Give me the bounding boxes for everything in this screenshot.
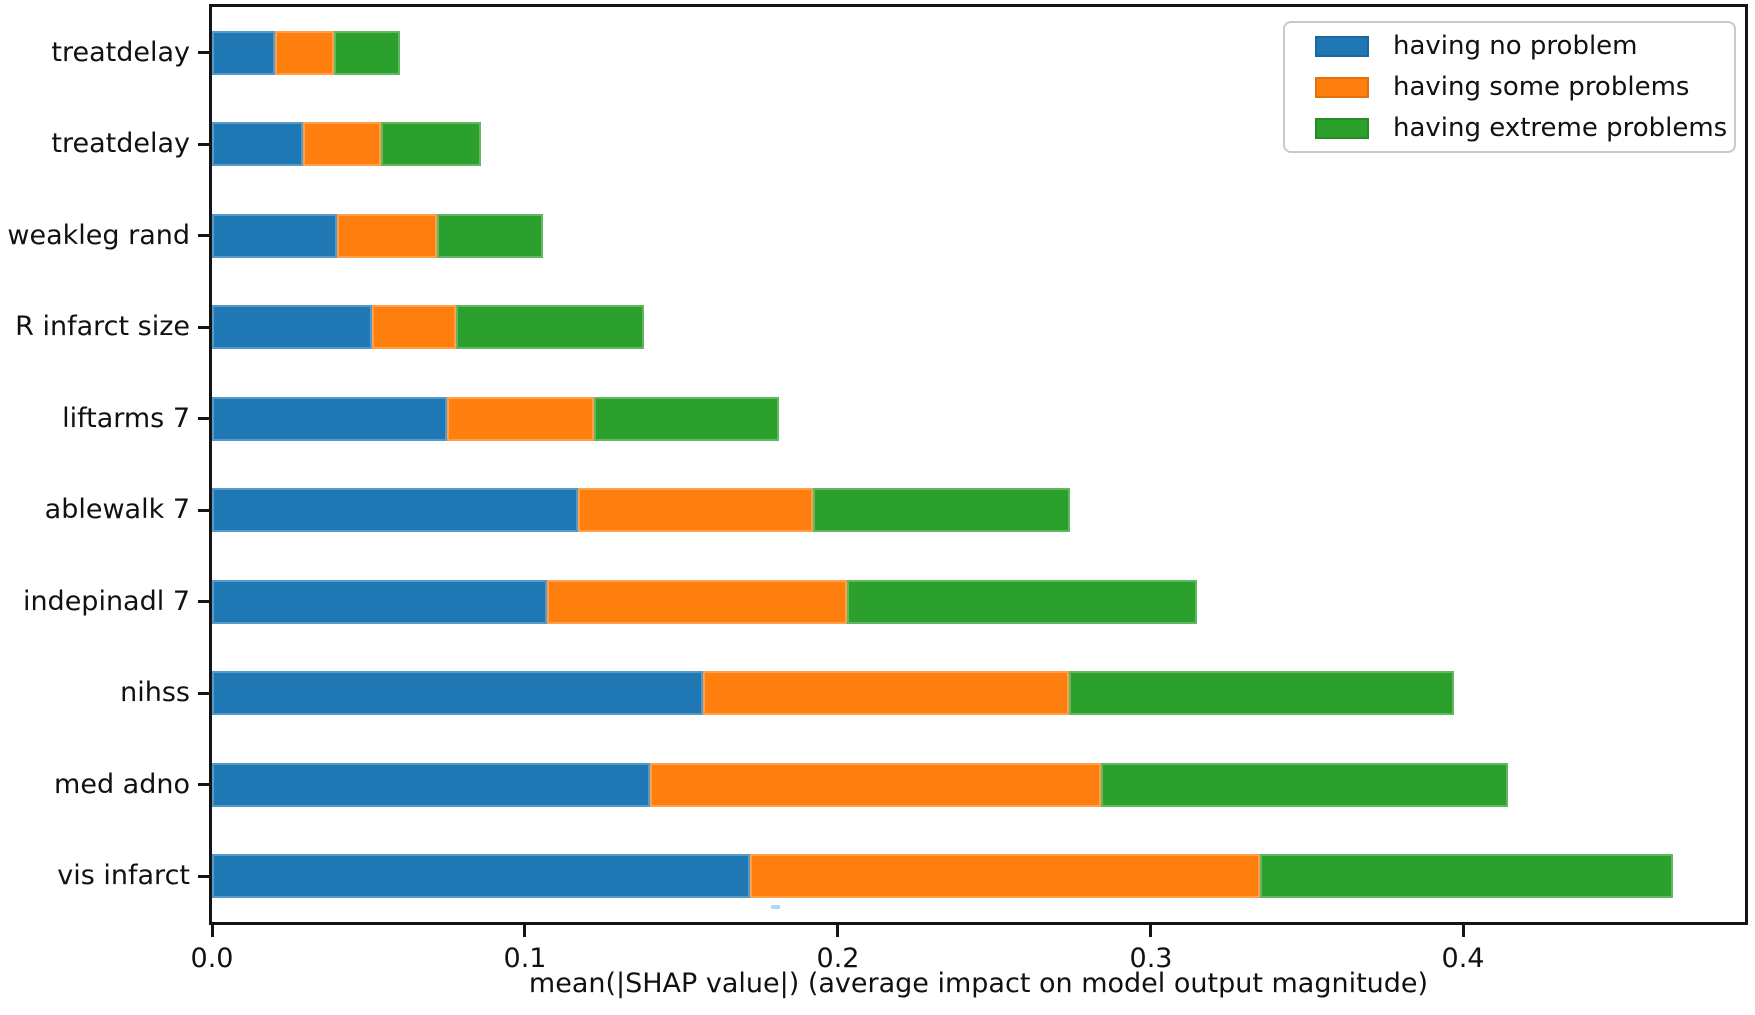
y-tick-mark	[198, 875, 209, 878]
x-tick-mark	[211, 925, 214, 937]
y-tick-label: treatdelay	[51, 37, 190, 68]
x-axis-title: mean(|SHAP value|) (average impact on mo…	[528, 968, 1429, 999]
bar-segment	[578, 488, 813, 532]
bar-segment	[1101, 763, 1508, 807]
bar-row	[212, 488, 1070, 532]
y-tick-mark	[198, 234, 209, 237]
y-tick-mark	[198, 600, 209, 603]
y-tick-label: treatdelay	[51, 128, 190, 159]
y-tick-label: nihss	[120, 677, 190, 708]
bar-segment	[594, 397, 779, 441]
bar-segment	[456, 305, 644, 349]
x-tick-label: 0.4	[1441, 943, 1485, 974]
x-tick-mark	[1462, 925, 1465, 937]
bar-segment	[212, 854, 750, 898]
bar-segment	[212, 305, 372, 349]
y-tick-mark	[198, 509, 209, 512]
y-tick-label: med adno	[54, 769, 190, 800]
bar-segment	[381, 122, 481, 166]
bar-segment	[813, 488, 1070, 532]
legend-swatch-blue-icon	[1315, 35, 1369, 57]
bar-row	[212, 31, 400, 75]
x-tick-label: 0.3	[1129, 943, 1173, 974]
x-tick-mark	[836, 925, 839, 937]
y-tick-mark	[198, 326, 209, 329]
bar-segment	[303, 122, 381, 166]
bar-segment	[750, 854, 1260, 898]
bar-segment	[337, 214, 437, 258]
bar-segment	[437, 214, 543, 258]
bar-row	[212, 397, 779, 441]
y-tick-label: ablewalk 7	[44, 494, 190, 525]
legend: having no problem having some problems h…	[1283, 21, 1736, 153]
compression-artifact	[771, 905, 780, 909]
legend-item-some-problems: having some problems	[1285, 67, 1734, 107]
bar-segment	[212, 488, 578, 532]
y-tick-mark	[198, 417, 209, 420]
legend-label: having some problems	[1393, 72, 1690, 102]
bar-segment	[1069, 671, 1454, 715]
bar-segment	[212, 580, 547, 624]
x-tick-mark	[1149, 925, 1152, 937]
legend-label: having no problem	[1393, 31, 1638, 61]
x-tick-mark	[523, 925, 526, 937]
bar-segment	[275, 31, 334, 75]
y-tick-mark	[198, 143, 209, 146]
bar-segment	[703, 671, 1069, 715]
legend-swatch-green-icon	[1315, 117, 1369, 139]
y-tick-mark	[198, 692, 209, 695]
bar-segment	[847, 580, 1197, 624]
x-tick-label: 0.2	[816, 943, 860, 974]
y-tick-label: R infarct size	[15, 311, 190, 342]
bar-segment	[212, 31, 275, 75]
bar-row	[212, 580, 1197, 624]
bar-segment	[212, 214, 337, 258]
bar-segment	[1260, 854, 1673, 898]
y-tick-mark	[198, 51, 209, 54]
plot-area: having no problem having some problems h…	[209, 4, 1748, 925]
bar-segment	[650, 763, 1101, 807]
bar-segment	[212, 763, 650, 807]
legend-item-extreme-problems: having extreme problems	[1285, 108, 1734, 148]
bar-row	[212, 122, 481, 166]
x-tick-label: 0.1	[503, 943, 547, 974]
bar-row	[212, 854, 1673, 898]
bar-segment	[212, 671, 703, 715]
y-tick-label: vis infarct	[57, 860, 190, 891]
bar-segment	[547, 580, 847, 624]
legend-item-no-problem: having no problem	[1285, 26, 1734, 66]
legend-label: having extreme problems	[1393, 113, 1728, 143]
x-tick-label: 0.0	[190, 943, 234, 974]
bar-segment	[212, 122, 303, 166]
bar-row	[212, 305, 644, 349]
bar-segment	[372, 305, 456, 349]
bar-segment	[212, 397, 447, 441]
y-tick-label: indepinadl 7	[22, 586, 190, 617]
bar-segment	[447, 397, 594, 441]
y-tick-label: weakleg rand	[7, 220, 190, 251]
bar-row	[212, 214, 543, 258]
y-tick-mark	[198, 783, 209, 786]
bar-row	[212, 763, 1508, 807]
bar-segment	[334, 31, 400, 75]
bar-row	[212, 671, 1454, 715]
y-tick-label: liftarms 7	[62, 403, 190, 434]
legend-swatch-orange-icon	[1315, 76, 1369, 98]
